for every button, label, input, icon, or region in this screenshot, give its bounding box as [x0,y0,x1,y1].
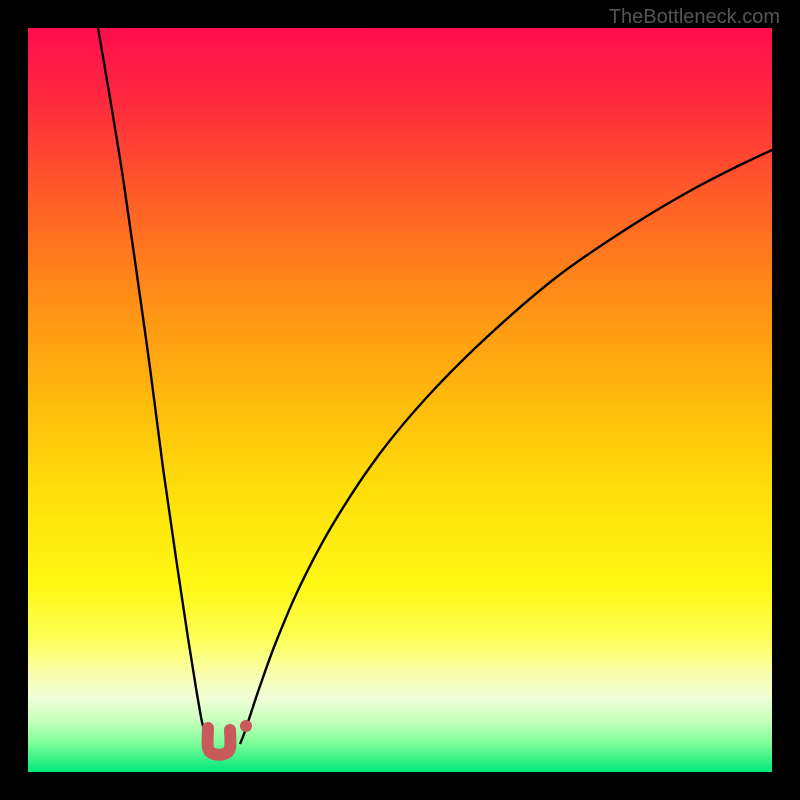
gradient-background [28,28,772,772]
watermark-label: TheBottleneck.com [609,6,780,29]
bottom-dot-marker [240,720,252,732]
bottleneck-chart [28,28,772,772]
